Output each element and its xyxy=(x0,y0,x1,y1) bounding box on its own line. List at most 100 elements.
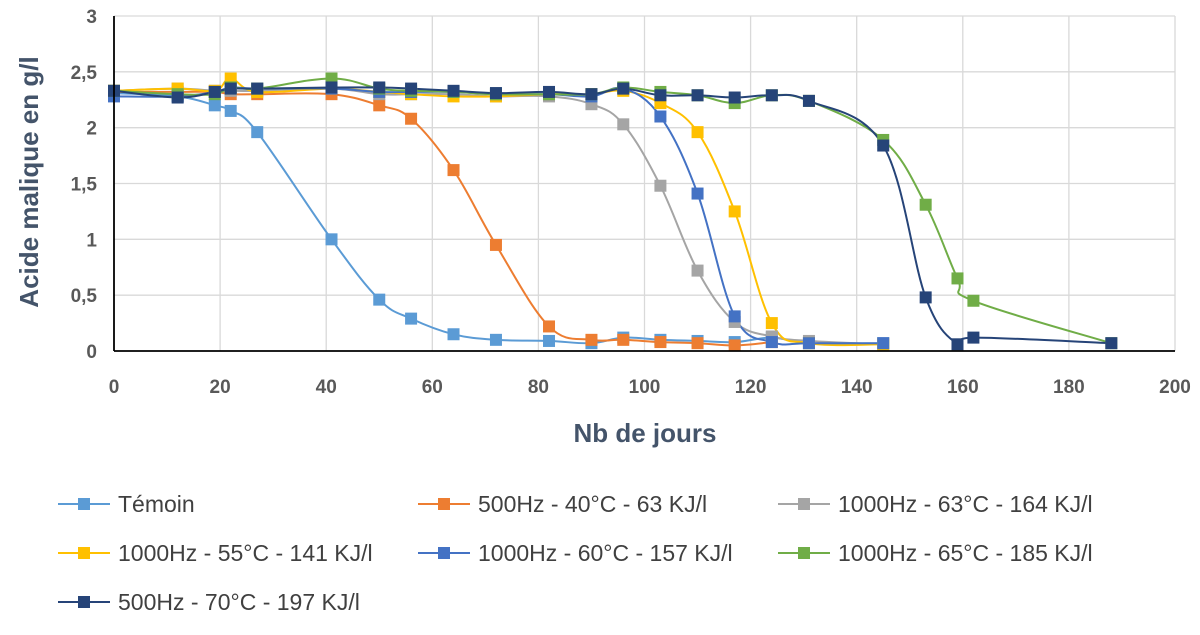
data-point-marker xyxy=(951,272,964,285)
x-tick-label: 120 xyxy=(735,377,767,398)
y-tick-label: 2,5 xyxy=(71,63,98,84)
y-tick-label: 0 xyxy=(86,342,97,363)
series-line-0 xyxy=(113,92,884,345)
data-point-marker xyxy=(405,312,418,325)
data-point-marker xyxy=(765,336,778,349)
series-line-1 xyxy=(114,90,772,347)
legend-item: 1000Hz - 63°C - 164 KJ/l xyxy=(778,491,1093,517)
x-tick-label: 80 xyxy=(528,377,549,398)
data-point-marker xyxy=(728,339,741,352)
data-point-marker xyxy=(691,126,704,139)
legend-label: 1000Hz - 65°C - 185 KJ/l xyxy=(838,540,1093,566)
y-tick-label: 0,5 xyxy=(71,286,98,307)
x-tick-label: 180 xyxy=(1053,377,1085,398)
data-point-marker xyxy=(728,310,741,323)
legend-label: 1000Hz - 60°C - 157 KJ/l xyxy=(478,540,733,566)
data-point-marker xyxy=(543,334,556,347)
series-line-5 xyxy=(113,77,1112,345)
data-point-marker xyxy=(919,198,932,211)
legend-marker xyxy=(78,547,90,559)
data-point-marker xyxy=(765,89,778,102)
data-point-marker xyxy=(967,331,980,344)
legend-marker xyxy=(438,547,450,559)
legend-marker xyxy=(78,596,90,608)
data-point-marker xyxy=(208,85,221,98)
data-point-marker xyxy=(405,112,418,125)
x-tick-label: 160 xyxy=(947,377,979,398)
y-axis-title: Acide malique en g/l xyxy=(14,56,44,307)
data-point-marker xyxy=(208,99,221,112)
data-point-marker xyxy=(447,84,460,97)
legend-marker xyxy=(78,498,90,510)
tick-labels: 0 20 40 60 80 100 120 140 160 180 200 0 0,5 1 1,5 2 2,5 3 xyxy=(71,7,1191,398)
data-point-marker xyxy=(373,293,386,306)
axes xyxy=(113,16,1175,352)
data-point-marker xyxy=(691,187,704,200)
y-tick-label: 2 xyxy=(86,119,97,140)
data-point-marker xyxy=(543,320,556,333)
data-point-marker xyxy=(654,336,667,349)
gridlines xyxy=(114,15,1176,351)
series-line-6 xyxy=(113,86,1112,348)
legend-label: 1000Hz - 63°C - 164 KJ/l xyxy=(838,491,1093,517)
x-tick-label: 40 xyxy=(316,377,337,398)
data-point-marker xyxy=(617,82,630,95)
series-lines xyxy=(113,77,1112,348)
data-point-marker xyxy=(373,81,386,94)
data-point-marker xyxy=(654,89,667,102)
data-point-marker xyxy=(1105,337,1118,350)
series-line-4 xyxy=(113,86,884,346)
legend-item: Témoin xyxy=(58,491,195,517)
data-point-marker xyxy=(224,82,237,95)
series-markers xyxy=(108,72,1118,352)
legend: Témoin 500Hz - 40°C - 63 KJ/l 1000Hz - 63°… xyxy=(58,491,1093,615)
legend-marker xyxy=(798,547,810,559)
legend-marker xyxy=(798,498,810,510)
data-point-marker xyxy=(489,238,502,251)
data-point-marker xyxy=(617,118,630,131)
data-point-marker xyxy=(585,88,598,101)
data-point-marker xyxy=(765,317,778,330)
data-point-marker xyxy=(325,233,338,246)
legend-item: 500Hz - 40°C - 63 KJ/l xyxy=(418,491,707,517)
legend-marker xyxy=(438,498,450,510)
legend-item: 1000Hz - 55°C - 141 KJ/l xyxy=(58,540,373,566)
data-point-marker xyxy=(728,205,741,218)
data-point-marker xyxy=(654,110,667,123)
x-tick-label: 140 xyxy=(841,377,873,398)
y-tick-label: 1 xyxy=(86,230,97,251)
legend-item: 1000Hz - 60°C - 157 KJ/l xyxy=(418,540,733,566)
legend-label: 500Hz - 40°C - 63 KJ/l xyxy=(478,491,707,517)
legend-label: 500Hz - 70°C - 197 KJ/l xyxy=(118,589,360,615)
data-point-marker xyxy=(585,333,598,346)
data-point-marker xyxy=(543,85,556,98)
data-point-marker xyxy=(224,104,237,117)
x-tick-label: 100 xyxy=(629,377,661,398)
legend-label: Témoin xyxy=(118,491,195,517)
y-tick-label: 1,5 xyxy=(71,175,98,196)
data-point-marker xyxy=(489,333,502,346)
data-point-marker xyxy=(251,126,264,139)
data-point-marker xyxy=(405,82,418,95)
data-point-marker xyxy=(251,82,264,95)
data-point-marker xyxy=(373,99,386,112)
x-tick-label: 200 xyxy=(1159,377,1191,398)
data-point-marker xyxy=(617,333,630,346)
legend-label: 1000Hz - 55°C - 141 KJ/l xyxy=(118,540,373,566)
data-point-marker xyxy=(728,91,741,104)
data-point-marker xyxy=(691,264,704,277)
data-point-marker xyxy=(489,87,502,100)
data-point-marker xyxy=(967,294,980,307)
data-point-marker xyxy=(877,337,890,350)
data-point-marker xyxy=(802,94,815,107)
data-point-marker xyxy=(802,337,815,350)
data-point-marker xyxy=(447,164,460,177)
series-line-3 xyxy=(113,77,884,347)
data-point-marker xyxy=(325,81,338,94)
legend-item: 500Hz - 70°C - 197 KJ/l xyxy=(58,589,360,615)
data-point-marker xyxy=(919,291,932,304)
data-point-marker xyxy=(951,338,964,351)
data-point-marker xyxy=(691,337,704,350)
y-tick-label: 3 xyxy=(86,7,97,28)
